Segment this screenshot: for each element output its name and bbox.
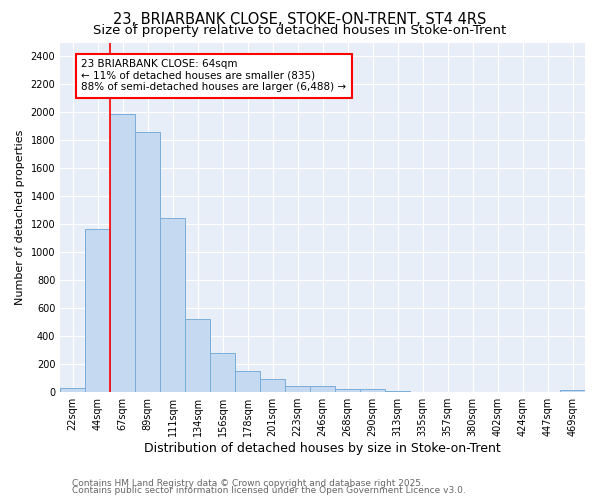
- Bar: [210, 353, 235, 392]
- Bar: [85, 228, 110, 392]
- Text: Contains public sector information licensed under the Open Government Licence v3: Contains public sector information licen…: [72, 486, 466, 495]
- Bar: [110, 114, 135, 392]
- Bar: [235, 370, 260, 392]
- Bar: [135, 132, 160, 392]
- Bar: [335, 390, 360, 392]
- Bar: [285, 386, 310, 392]
- Bar: [310, 386, 335, 392]
- Bar: [360, 390, 385, 392]
- Bar: [185, 320, 210, 392]
- Bar: [60, 388, 85, 392]
- Text: 23, BRIARBANK CLOSE, STOKE-ON-TRENT, ST4 4RS: 23, BRIARBANK CLOSE, STOKE-ON-TRENT, ST4…: [113, 12, 487, 28]
- Bar: [560, 390, 585, 392]
- Text: 23 BRIARBANK CLOSE: 64sqm
← 11% of detached houses are smaller (835)
88% of semi: 23 BRIARBANK CLOSE: 64sqm ← 11% of detac…: [82, 60, 347, 92]
- X-axis label: Distribution of detached houses by size in Stoke-on-Trent: Distribution of detached houses by size …: [144, 442, 501, 455]
- Text: Size of property relative to detached houses in Stoke-on-Trent: Size of property relative to detached ho…: [94, 24, 506, 37]
- Bar: [160, 218, 185, 392]
- Bar: [385, 391, 410, 392]
- Bar: [260, 379, 285, 392]
- Y-axis label: Number of detached properties: Number of detached properties: [15, 130, 25, 305]
- Text: Contains HM Land Registry data © Crown copyright and database right 2025.: Contains HM Land Registry data © Crown c…: [72, 478, 424, 488]
